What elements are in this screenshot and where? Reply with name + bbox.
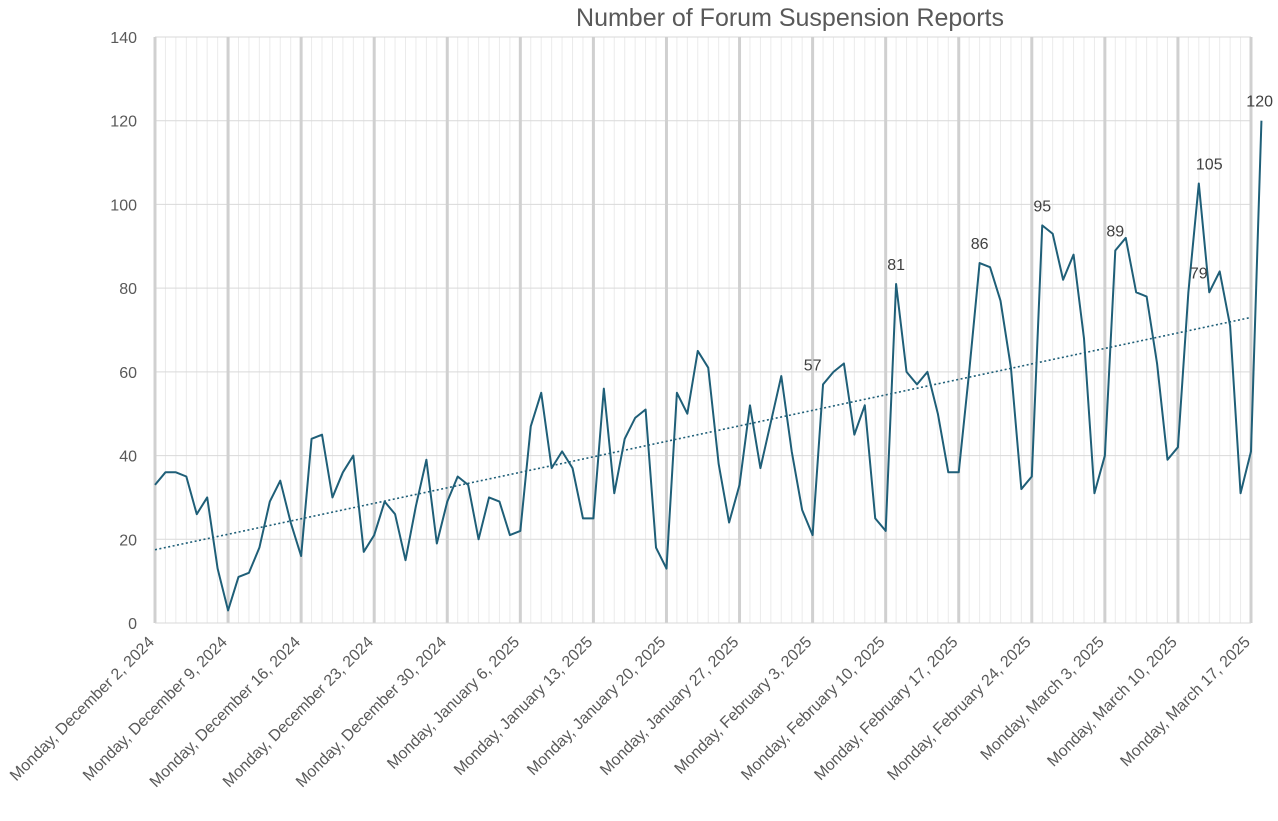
data-label: 81 <box>887 257 905 274</box>
data-label: 57 <box>804 357 822 374</box>
x-tick-label: Monday, March 3, 2025 <box>978 634 1108 764</box>
x-tick-label: Monday, January 13, 2025 <box>451 634 596 779</box>
series-layer <box>154 120 1263 612</box>
data-label: 89 <box>1106 223 1124 240</box>
trendline-layer <box>154 316 1252 551</box>
y-tick-label: 20 <box>119 532 137 549</box>
y-tick-label: 140 <box>110 30 137 47</box>
y-tick-label: 120 <box>110 114 137 131</box>
x-tick-label: Monday, December 9, 2024 <box>80 634 231 785</box>
x-tick-label: Monday, December 16, 2024 <box>147 634 304 791</box>
data-label: 120 <box>1246 94 1273 111</box>
chart-title: Number of Forum Suspension Reports <box>576 4 1004 32</box>
data-label-layer: 57 81 86 95 89 79 105 120 <box>804 94 1273 375</box>
y-tick-label: 0 <box>128 616 137 633</box>
x-tick-label: Monday, February 24, 2025 <box>884 634 1034 784</box>
data-label: 86 <box>971 236 989 253</box>
y-tick-label: 40 <box>119 449 137 466</box>
x-tick-label: Monday, February 17, 2025 <box>811 634 961 784</box>
grid-layer <box>153 36 1253 624</box>
x-tick-label: Monday, March 10, 2025 <box>1044 634 1180 770</box>
data-label: 95 <box>1033 198 1051 215</box>
x-tick-label: Monday, December 30, 2024 <box>293 634 450 791</box>
data-label: 79 <box>1190 265 1208 282</box>
x-tick-label: Monday, March 17, 2025 <box>1117 634 1253 770</box>
x-tick-label: Monday, December 23, 2024 <box>220 634 377 791</box>
trendline <box>154 316 1252 551</box>
x-tick-label: Monday, February 3, 2025 <box>672 634 816 778</box>
x-tick-label: Monday, February 10, 2025 <box>738 634 888 784</box>
y-tick-label: 60 <box>119 365 137 382</box>
x-tick-label: Monday, January 27, 2025 <box>597 634 742 779</box>
x-tick-label: Monday, December 2, 2024 <box>7 634 158 785</box>
x-tick-label: Monday, January 20, 2025 <box>524 634 669 779</box>
series-line <box>154 120 1263 612</box>
data-label: 105 <box>1196 157 1223 174</box>
x-tick-label: Monday, January 6, 2025 <box>384 634 523 773</box>
y-tick-label: 80 <box>119 281 137 298</box>
y-tick-label: 100 <box>110 197 137 214</box>
axis-layer: 0 20 40 60 80 100 120 140 Monday, December 2, 20… <box>7 30 1254 791</box>
